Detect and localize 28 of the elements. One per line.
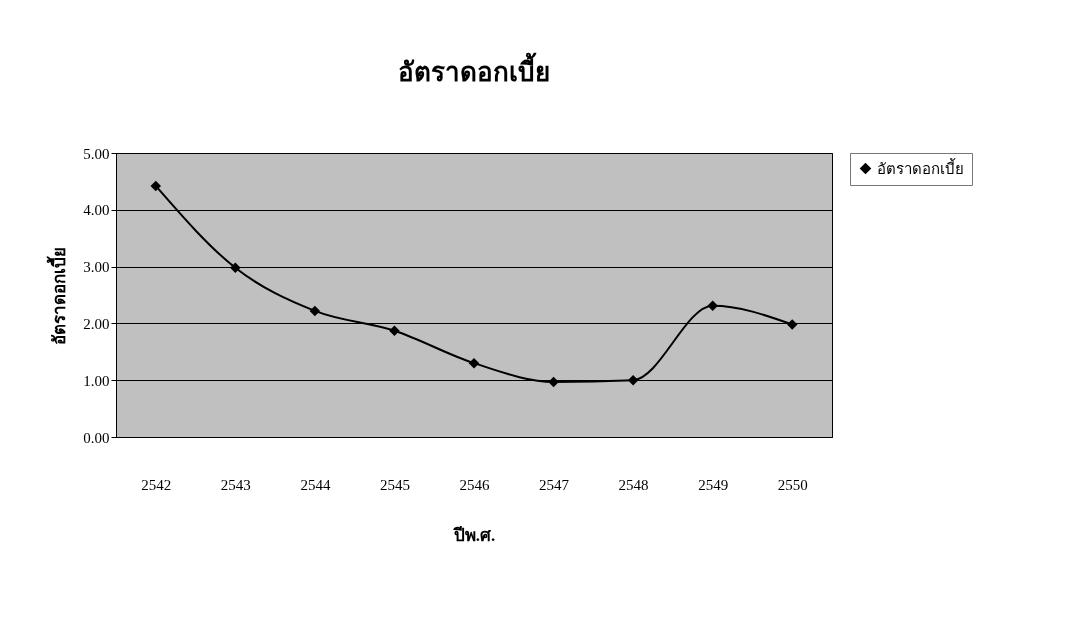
x-tick-label: 2547 — [539, 476, 570, 493]
x-tick-label: 2548 — [618, 476, 649, 493]
y-tick-label: 0.00 — [83, 429, 110, 446]
legend-label: อัตราดอกเบี้ย — [877, 157, 964, 178]
x-tick-label: 2542 — [141, 476, 172, 493]
chart-title: อัตราดอกเบี้ย — [398, 52, 550, 87]
y-tick-label: 4.00 — [83, 202, 110, 219]
x-tick-label: 2545 — [379, 476, 410, 493]
y-axis-title: อัตราดอกเบี้ย — [46, 246, 70, 345]
point — [548, 376, 559, 388]
x-tick-label: 2549 — [698, 476, 729, 493]
point — [309, 305, 321, 317]
point — [389, 325, 400, 337]
point — [627, 374, 639, 386]
point — [230, 262, 241, 273]
point — [468, 357, 480, 369]
x-tick-label: 2550 — [777, 476, 808, 493]
point — [707, 300, 718, 312]
x-tick-label: 2544 — [300, 476, 331, 493]
y-tick-label: 3.00 — [83, 259, 110, 276]
x-axis-title: ปีพ.ศ. — [452, 524, 496, 545]
y-tick-label: 1.00 — [83, 372, 110, 389]
x-tick-label: 2546 — [459, 476, 490, 493]
point — [150, 180, 162, 192]
x-tick-label: 2543 — [220, 476, 251, 493]
y-tick-label: 2.00 — [83, 315, 110, 332]
point — [786, 319, 798, 330]
y-tick-label: 5.00 — [83, 145, 110, 162]
